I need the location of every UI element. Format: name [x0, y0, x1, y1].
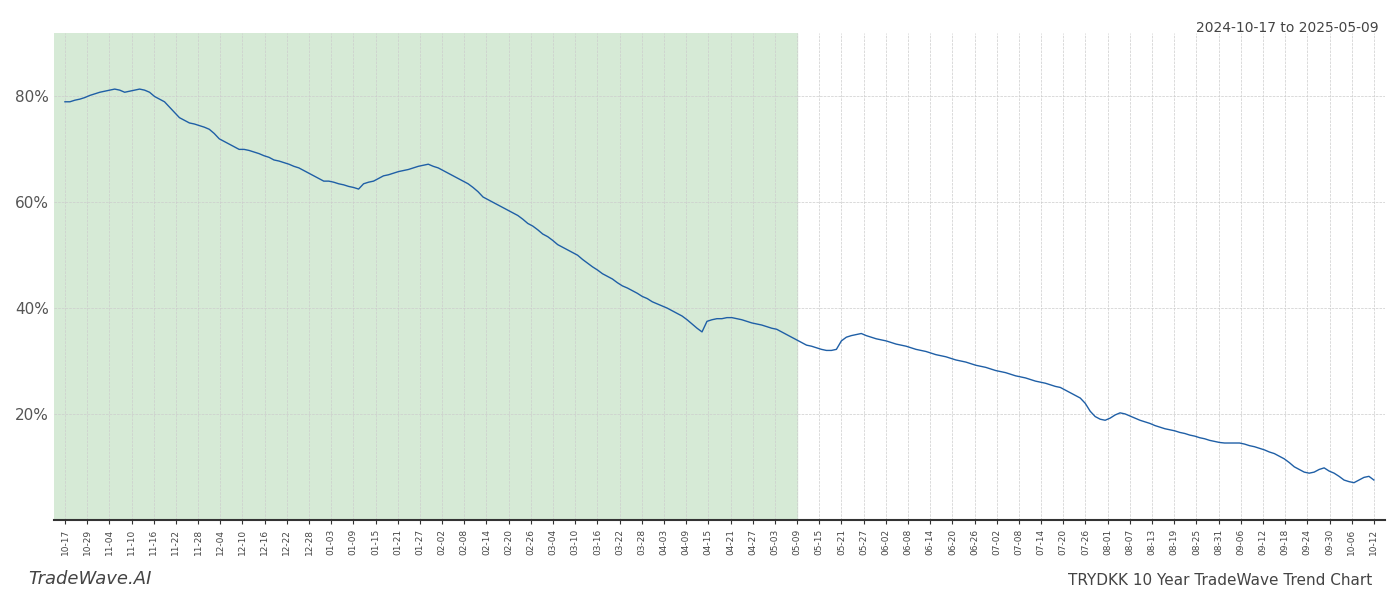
Text: TradeWave.AI: TradeWave.AI — [28, 570, 151, 588]
Text: 2024-10-17 to 2025-05-09: 2024-10-17 to 2025-05-09 — [1197, 21, 1379, 35]
Bar — [53, 33, 797, 520]
Text: TRYDKK 10 Year TradeWave Trend Chart: TRYDKK 10 Year TradeWave Trend Chart — [1068, 573, 1372, 588]
